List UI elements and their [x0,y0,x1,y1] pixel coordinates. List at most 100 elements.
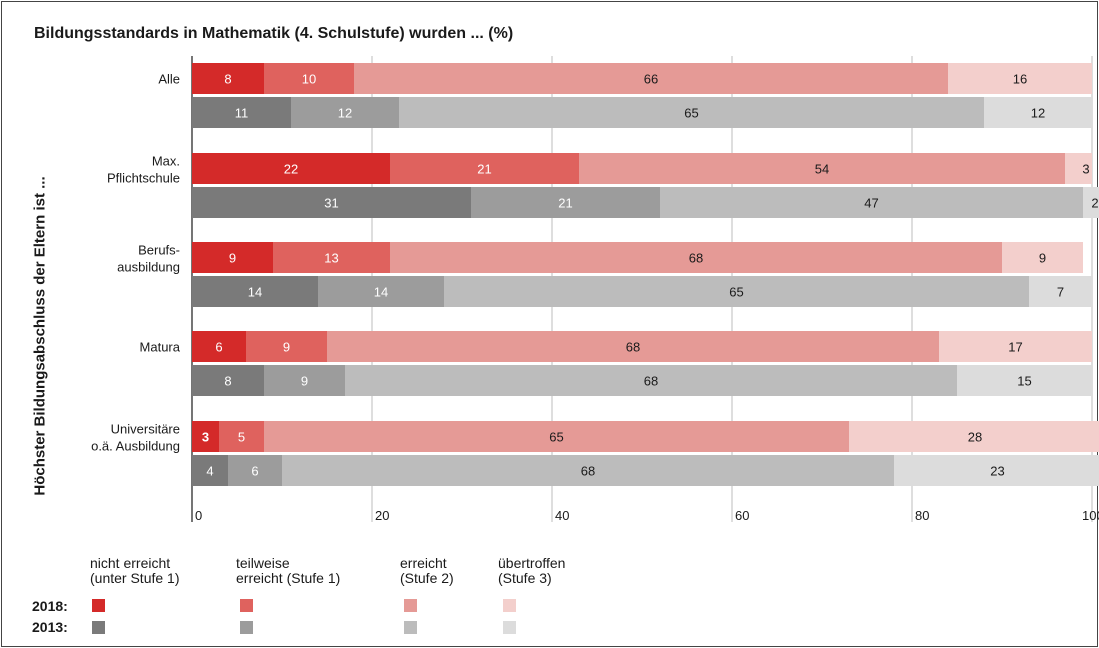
bar-2013-cat0-seg3 [984,97,1092,128]
category-label-3: Matura [140,340,181,355]
bar-2013-cat1-seg0 [192,187,471,218]
bar-2013-cat2-seg1 [318,276,444,307]
bar-2013-cat3-seg3 [957,365,1092,396]
bar-2013-cat2-seg2 [444,276,1029,307]
chart-title: Bildungsstandards in Mathematik (4. Schu… [34,25,514,42]
data-label-2013-cat2-seg0: 14 [248,285,262,300]
legend-header-erreicht: erreicht (Stufe 2) [400,555,454,586]
data-label-2013-cat2-seg2: 65 [729,285,743,300]
bar-2018-cat2-seg0 [192,242,273,273]
bar-2013-cat4-seg0 [192,455,228,486]
bar-2018-cat0-seg1 [264,63,354,94]
bar-2018-cat2-seg2 [390,242,1002,273]
legend-swatch-2013-erreicht [404,621,417,634]
data-label-2018-cat2-seg1: 13 [324,251,338,266]
data-label-2018-cat3-seg0: 6 [215,340,222,355]
bar-2018-cat2-seg3 [1002,242,1083,273]
bar-2013-cat1-seg3 [1083,187,1099,218]
data-label-2018-cat3-seg2: 68 [626,340,640,355]
bar-2018-cat3-seg3 [939,331,1092,362]
data-label-2013-cat1-seg2: 47 [864,196,878,211]
category-label-4: Universitäre o.ä. Ausbildung [91,422,180,454]
data-label-2018-cat1-seg3: 3 [1082,162,1089,177]
data-label-2013-cat0-seg1: 12 [338,106,352,121]
legend-swatch-2013-uebertroffen [503,621,516,634]
data-label-2013-cat4-seg3: 23 [990,464,1004,479]
bar-2013-cat4-seg2 [282,455,894,486]
legend-year-2018: 2018: [32,598,68,614]
data-label-2013-cat0-seg2: 65 [684,106,698,121]
x-tick-label-0: 0 [195,508,202,523]
bar-2013-cat4-seg1 [228,455,282,486]
legend-swatch-2018-nicht-erreicht [92,599,105,612]
data-label-2018-cat2-seg0: 9 [229,251,236,266]
data-label-2018-cat3-seg1: 9 [283,340,290,355]
data-label-2018-cat4-seg1: 5 [238,430,245,445]
legend-swatch-2013-nicht-erreicht [92,621,105,634]
bar-2018-cat1-seg3 [1065,153,1092,184]
data-label-2013-cat4-seg0: 4 [206,464,213,479]
data-label-2013-cat3-seg0: 8 [224,374,231,389]
data-label-2018-cat1-seg0: 22 [284,162,298,177]
legend-swatch-2018-teilweise [240,599,253,612]
data-label-2018-cat1-seg1: 21 [477,162,491,177]
x-tick-label-60: 60 [735,508,749,523]
bar-2013-cat0-seg1 [291,97,399,128]
bar-2013-cat0-seg2 [399,97,984,128]
data-label-2018-cat4-seg3: 28 [968,430,982,445]
data-label-2018-cat0-seg3: 16 [1013,72,1027,87]
data-label-2013-cat2-seg3: 7 [1057,285,1064,300]
data-label-2018-cat0-seg0: 8 [224,72,231,87]
bar-2018-cat2-seg1 [273,242,390,273]
category-label-0: Alle [158,72,180,87]
data-label-2013-cat1-seg3: 2 [1091,196,1098,211]
category-label-1: Max. Pflichtschule [107,154,180,186]
bar-2018-cat4-seg3 [849,421,1099,452]
bar-2018-cat0-seg0 [192,63,264,94]
bar-2018-cat3-seg2 [327,331,939,362]
legend-swatch-2018-erreicht [404,599,417,612]
data-label-2013-cat1-seg0: 31 [324,196,338,211]
bar-2013-cat1-seg2 [660,187,1083,218]
x-tick-label-20: 20 [375,508,389,523]
bar-2018-cat4-seg2 [264,421,849,452]
bar-2018-cat3-seg1 [246,331,327,362]
bar-2013-cat0-seg0 [192,97,291,128]
data-label-2018-cat4-seg0: 3 [202,430,209,445]
data-label-2018-cat3-seg3: 17 [1008,340,1022,355]
bar-2018-cat4-seg0 [192,421,219,452]
legend-year-2013: 2013: [32,619,68,635]
data-label-2013-cat3-seg3: 15 [1017,374,1031,389]
data-label-2013-cat0-seg0: 11 [235,106,249,121]
legend-header-uebertroffen: übertroffen (Stufe 3) [498,555,566,586]
data-label-2018-cat4-seg2: 65 [549,430,563,445]
bar-2013-cat4-seg3 [894,455,1099,486]
x-tick-label-40: 40 [555,508,569,523]
bar-2013-cat2-seg3 [1029,276,1092,307]
data-label-2018-cat1-seg2: 54 [815,162,829,177]
data-label-2018-cat2-seg2: 68 [689,251,703,266]
x-tick-label-80: 80 [915,508,929,523]
data-label-2013-cat1-seg1: 21 [558,196,572,211]
bar-2018-cat0-seg3 [948,63,1092,94]
data-label-2013-cat4-seg1: 6 [251,464,258,479]
bar-2018-cat1-seg1 [390,153,579,184]
data-label-2013-cat3-seg2: 68 [644,374,658,389]
data-label-2018-cat0-seg1: 10 [302,72,316,87]
bar-2013-cat2-seg0 [192,276,318,307]
bar-2018-cat1-seg0 [192,153,390,184]
legend-header-nicht-erreicht: nicht erreicht (unter Stufe 1) [90,555,180,586]
data-label-2013-cat0-seg3: 12 [1031,106,1045,121]
legend-swatch-2013-teilweise [240,621,253,634]
bar-2013-cat1-seg1 [471,187,660,218]
data-label-2013-cat2-seg1: 14 [374,285,388,300]
legend-swatch-2018-uebertroffen [503,599,516,612]
bar-2013-cat3-seg0 [192,365,264,396]
bar-2013-cat3-seg1 [264,365,345,396]
bar-2018-cat4-seg1 [219,421,264,452]
category-label-2: Berufs-ausbildung [117,243,180,275]
data-label-2018-cat2-seg3: 9 [1039,251,1046,266]
bar-2018-cat0-seg2 [354,63,948,94]
data-label-2013-cat4-seg2: 68 [581,464,595,479]
